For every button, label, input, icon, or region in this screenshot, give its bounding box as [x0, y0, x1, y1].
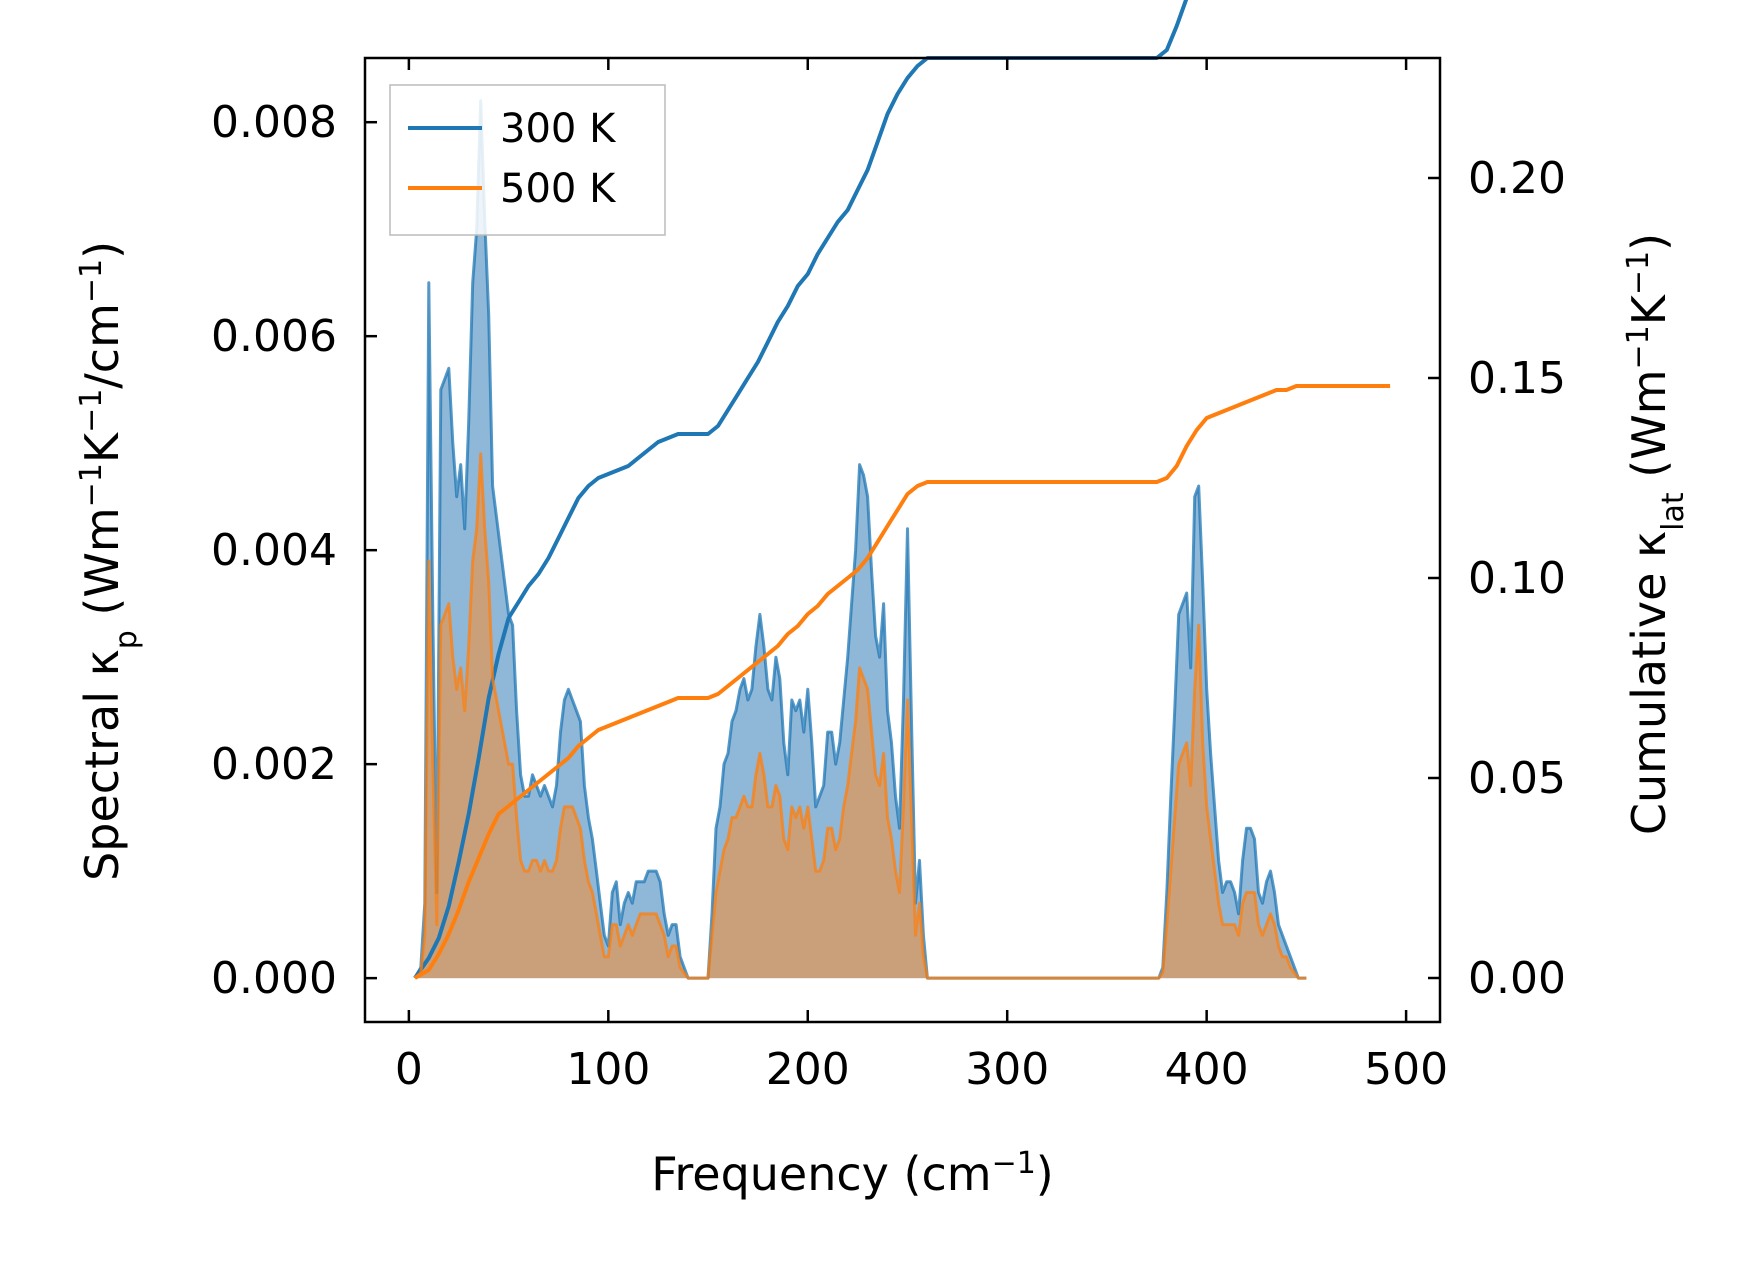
x-tick-label: 500 — [1364, 1044, 1448, 1095]
axes-group: 0 100 200 300 400 500 0.000 0.002 0.004 0.006 0.00… — [74, 56, 1691, 1202]
y-left-axis-title-part-4: K — [75, 431, 129, 463]
x-tick-label: 0 — [395, 1044, 423, 1095]
y-left-axis-title-part-3: −1 — [74, 463, 109, 507]
legend-label-500k: 500 K — [500, 166, 617, 212]
y-left-tick-label: 0.004 — [211, 525, 337, 576]
x-tick-label: 100 — [566, 1044, 650, 1095]
series-300k-lines-group — [413, 0, 1307, 980]
y-right-tick-label: 0.20 — [1468, 153, 1566, 204]
y-right-axis-title-part-0: Cumulative κ — [1622, 531, 1676, 835]
y-left-tick-label: 0.000 — [211, 953, 337, 1004]
y-left-axis-title: Spectral κp (Wm−1K−1/cm−1) — [74, 241, 144, 881]
x-axis-title-part-2: ) — [1036, 1147, 1054, 1201]
y-left-axis-title-part-5: −1 — [74, 389, 109, 433]
x-axis-title-part-0: Frequency (cm — [651, 1147, 991, 1201]
y-left-tick-label: 0.002 — [211, 739, 337, 790]
series-300k-spectral-line — [413, 99, 1307, 980]
y-right-axis-title: Cumulative κlat (Wm−1K−1) — [1621, 233, 1691, 835]
y-left-axis-title-part-2: (Wm — [75, 507, 129, 630]
series-300k-spectral-fill-group — [414, 100, 1307, 979]
y-right-tick-label: 0.05 — [1468, 753, 1566, 804]
legend-box — [389, 84, 666, 236]
y-right-axis-title-part-1: lat — [1656, 492, 1691, 531]
y-right-axis-title-part-5: −1 — [1621, 251, 1656, 295]
x-axis-title-part-1: −1 — [992, 1146, 1036, 1181]
series-300k-spectral-area — [414, 100, 1307, 979]
y-left-axis-title-part-6: /cm — [75, 303, 129, 389]
legend-label-300k: 300 K — [500, 106, 617, 152]
series-500k-cumulative-line — [413, 384, 1391, 980]
y-left-axis-title-part-7: −1 — [74, 259, 109, 303]
x-tick-label: 200 — [766, 1044, 850, 1095]
series-500k-spectral-area — [414, 453, 1307, 979]
y-right-tick-label: 0.15 — [1468, 353, 1566, 404]
y-left-axis-title-part-1: p — [109, 630, 144, 649]
x-axis-title: Frequency (cm−1) — [651, 1146, 1054, 1202]
y-left-tick-label: 0.008 — [211, 97, 337, 148]
x-tick-label: 300 — [965, 1044, 1049, 1095]
series-500k-spectral-line — [413, 452, 1307, 980]
y-right-axis-title-part-4: K — [1622, 293, 1676, 325]
y-right-axis-title-part-6: ) — [1622, 233, 1676, 251]
y-left-tick-label: 0.006 — [211, 311, 337, 362]
y-left-axis-title-part-0: Spectral κ — [75, 649, 129, 881]
y-right-axis-title-part-2: (Wm — [1622, 369, 1676, 492]
y-right-axis-title-part-3: −1 — [1621, 325, 1656, 369]
legend: 300 K 500 K — [389, 84, 666, 236]
plot-frame — [363, 56, 1442, 1024]
series-500k-spectral-fill-group — [414, 453, 1307, 979]
y-right-tick-label: 0.00 — [1468, 953, 1566, 1004]
y-right-tick-label: 0.10 — [1468, 553, 1566, 604]
series-500k-lines-group — [413, 384, 1391, 980]
x-tick-label: 400 — [1165, 1044, 1249, 1095]
y-left-axis-title-part-8: ) — [75, 241, 129, 259]
series-300k-cumulative-line — [413, 0, 1189, 980]
